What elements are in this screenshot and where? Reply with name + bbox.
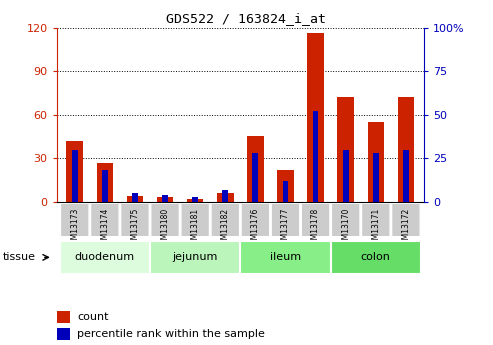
Bar [72,150,78,202]
Text: count: count [77,313,108,322]
FancyBboxPatch shape [181,203,210,237]
Bar [67,141,83,202]
Text: GSM13173: GSM13173 [70,207,79,249]
Text: GSM13172: GSM13172 [401,207,410,249]
Text: GSM13174: GSM13174 [101,207,109,249]
FancyBboxPatch shape [241,203,270,237]
Bar [127,196,143,202]
FancyBboxPatch shape [151,203,179,237]
Bar [247,137,264,202]
Bar [277,170,294,202]
Text: GSM13171: GSM13171 [371,207,380,249]
FancyBboxPatch shape [361,203,390,237]
Text: GSM13178: GSM13178 [311,207,320,249]
FancyBboxPatch shape [60,240,150,274]
Bar [217,193,234,202]
Bar [403,150,409,202]
Bar [57,311,70,324]
FancyBboxPatch shape [301,203,330,237]
Bar [57,328,70,340]
Bar [192,197,198,202]
Bar [97,162,113,202]
Text: GSM13182: GSM13182 [221,207,230,249]
Bar [368,122,384,202]
Bar [187,199,204,202]
Text: tissue: tissue [2,253,35,262]
Text: GSM13170: GSM13170 [341,207,350,249]
Bar [132,193,138,202]
Text: duodenum: duodenum [75,252,135,262]
Text: ileum: ileum [270,252,301,262]
FancyBboxPatch shape [121,203,149,237]
Bar [343,150,349,202]
Bar [373,153,379,202]
Bar [282,181,288,202]
FancyBboxPatch shape [271,203,300,237]
FancyBboxPatch shape [391,203,420,237]
Text: colon: colon [361,252,391,262]
FancyBboxPatch shape [241,240,331,274]
FancyBboxPatch shape [211,203,240,237]
Bar [313,111,318,202]
Text: percentile rank within the sample: percentile rank within the sample [77,329,265,339]
Bar [398,97,414,202]
Bar [102,170,108,202]
FancyBboxPatch shape [331,203,360,237]
Bar [337,97,354,202]
FancyBboxPatch shape [331,240,421,274]
Bar [252,153,258,202]
Text: GSM13177: GSM13177 [281,207,290,249]
Text: GSM13176: GSM13176 [251,207,260,249]
Bar [157,197,174,202]
Text: GSM13181: GSM13181 [191,207,200,249]
Text: GDS522 / 163824_i_at: GDS522 / 163824_i_at [167,12,326,25]
Text: jejunum: jejunum [173,252,218,262]
FancyBboxPatch shape [91,203,119,237]
Text: GSM13175: GSM13175 [131,207,140,249]
Bar [307,33,324,202]
FancyBboxPatch shape [61,203,89,237]
FancyBboxPatch shape [150,240,241,274]
Bar [222,190,228,202]
Bar [162,195,168,202]
Text: GSM13180: GSM13180 [161,207,170,249]
